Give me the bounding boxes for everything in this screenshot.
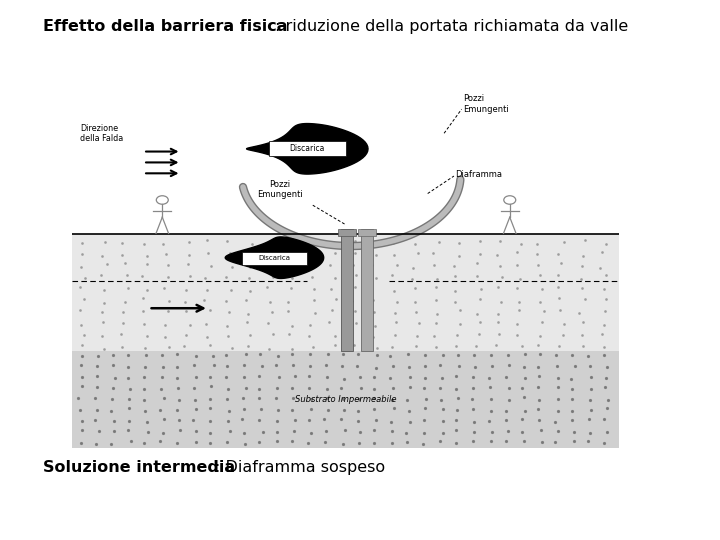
Bar: [358, 230, 376, 237]
Text: Discarica: Discarica: [289, 144, 325, 153]
Text: Pozzi
Emungenti: Pozzi Emungenti: [463, 94, 509, 114]
Text: Discarica: Discarica: [258, 255, 290, 261]
Bar: [361, 228, 373, 351]
Polygon shape: [247, 124, 368, 174]
Text: Diaframma: Diaframma: [455, 170, 502, 179]
Bar: [341, 228, 354, 351]
Text: : riduzione della portata richiamata da valle: : riduzione della portata richiamata da …: [275, 19, 629, 34]
Bar: [242, 252, 307, 265]
Text: Soluzione intermedia: Soluzione intermedia: [43, 460, 235, 475]
Text: Pozzi
Emungenti: Pozzi Emungenti: [257, 180, 303, 199]
Text: Effetto della barriera fisica: Effetto della barriera fisica: [43, 19, 288, 34]
Bar: [269, 141, 346, 156]
Text: Substrato Impermeabile: Substrato Impermeabile: [295, 395, 396, 404]
Text: Direzione
della Falda: Direzione della Falda: [80, 124, 123, 143]
Bar: [72, 234, 619, 351]
Polygon shape: [225, 237, 324, 279]
Bar: [338, 230, 356, 237]
Bar: [72, 59, 619, 234]
Bar: [72, 351, 619, 448]
Text: : Diaframma sospeso: : Diaframma sospeso: [215, 460, 384, 475]
